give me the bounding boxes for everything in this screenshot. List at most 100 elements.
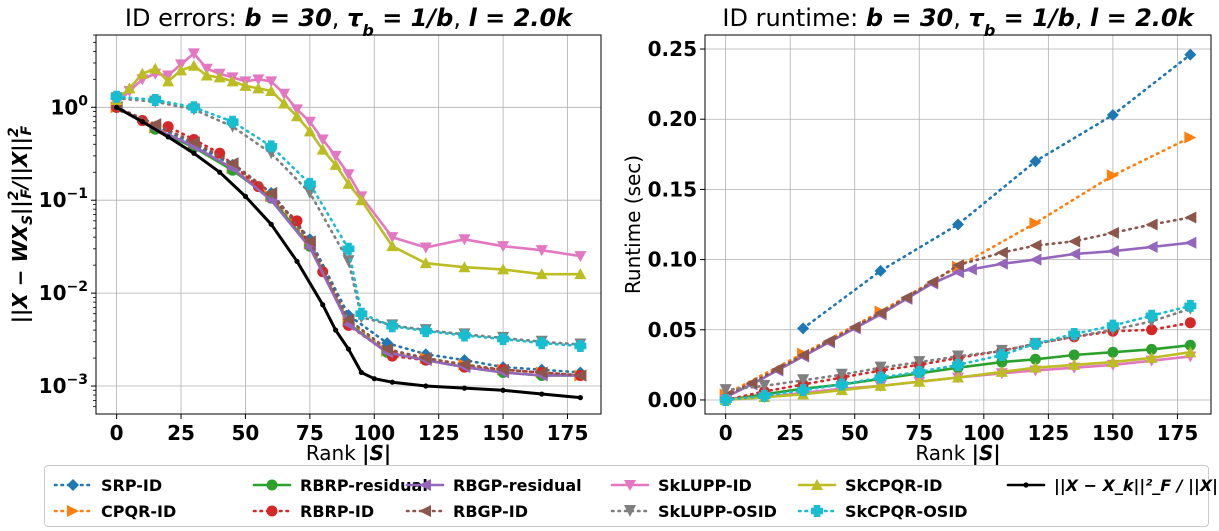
data-point xyxy=(329,150,342,162)
legend-item-rbrp-residual: RBRP-residual xyxy=(252,474,428,496)
legend-label: RBGP-ID xyxy=(453,501,528,521)
data-point xyxy=(316,134,329,146)
data-point xyxy=(952,371,964,383)
data-point xyxy=(822,335,835,348)
legend-item-rbgp-id: RBGP-ID xyxy=(405,500,528,522)
data-point xyxy=(497,263,510,275)
data-point xyxy=(1029,239,1042,252)
legend-marker xyxy=(624,480,636,491)
data-point xyxy=(175,64,188,76)
legend-label: ||X − X_k||²_F / ||X||²_F xyxy=(1054,475,1219,495)
data-point xyxy=(771,363,784,376)
data-point xyxy=(535,268,548,280)
data-point xyxy=(1145,240,1158,253)
y-tick-label: 0.10 xyxy=(648,248,697,272)
data-point xyxy=(1145,309,1158,322)
data-point xyxy=(1029,361,1042,373)
data-point xyxy=(1106,226,1119,239)
legend-item-sklupp-osid: SkLUPP-OSID xyxy=(610,500,777,522)
series-rbgp-id xyxy=(719,211,1197,402)
legend-swatch xyxy=(405,479,445,491)
data-point xyxy=(1029,217,1042,230)
legend-label: RBGP-residual xyxy=(453,475,582,495)
data-point xyxy=(355,307,368,320)
data-point xyxy=(423,383,429,389)
data-point xyxy=(835,368,848,381)
data-point xyxy=(1184,339,1196,351)
runtime-axes-frame xyxy=(704,34,1212,415)
data-point xyxy=(577,395,583,401)
runtime-grid xyxy=(705,35,1211,414)
legend-swatch xyxy=(797,505,837,517)
data-point xyxy=(574,369,587,382)
x-tick-label: 175 xyxy=(547,421,589,445)
data-point xyxy=(1145,351,1158,363)
data-point xyxy=(342,169,355,181)
data-point xyxy=(226,115,239,128)
data-point xyxy=(342,177,355,189)
data-point xyxy=(1184,299,1197,312)
data-point xyxy=(278,88,291,100)
data-point xyxy=(497,241,510,253)
data-point xyxy=(187,48,200,60)
x-tick-label: 25 xyxy=(776,421,804,445)
data-point xyxy=(386,232,399,244)
data-point xyxy=(200,69,213,81)
data-point xyxy=(162,121,174,133)
data-point xyxy=(913,365,926,378)
x-tick-label: 75 xyxy=(905,421,933,445)
data-point xyxy=(1106,245,1119,258)
data-point xyxy=(419,257,432,269)
error-chart: 0 25 50 75 100 125 150 175 10−3 10−2 10−1 100 ID err… xyxy=(6,4,602,465)
data-point xyxy=(1106,356,1119,368)
x-tick-label: 125 xyxy=(1027,421,1069,445)
data-point xyxy=(303,177,316,190)
series-skcpqr-osid xyxy=(719,299,1197,406)
error-x-axis-label: Rank |S| xyxy=(306,441,391,465)
runtime-chart: 0 25 50 75 100 125 150 175 0.00 0.05 0.10 0.15 0.20 0… xyxy=(621,4,1212,465)
data-point xyxy=(1184,48,1197,61)
data-point xyxy=(874,306,887,319)
x-tick-label: 50 xyxy=(232,421,260,445)
legend-item-skcpqr-id: SkCPQR-ID xyxy=(797,474,942,496)
legend-swatch xyxy=(405,505,445,517)
legend-marker xyxy=(1023,482,1029,488)
legend: SRP-ID CPQR-ID RBRP-residual RBRP-ID RBGP-re… xyxy=(44,465,1219,527)
data-point xyxy=(291,215,303,227)
data-point xyxy=(213,71,226,83)
data-point xyxy=(745,377,758,390)
data-point xyxy=(1029,353,1041,365)
data-point xyxy=(265,84,278,96)
data-point xyxy=(342,313,355,326)
data-point xyxy=(874,264,887,277)
series-skcpqr-id xyxy=(110,59,587,280)
data-point xyxy=(995,257,1008,270)
legend-item-srp-id: SRP-ID xyxy=(53,474,162,496)
legend-marker xyxy=(624,505,636,517)
series-truncated xyxy=(114,104,583,401)
legend-marker xyxy=(419,505,431,517)
data-point xyxy=(226,75,239,87)
data-point xyxy=(239,79,252,91)
data-point xyxy=(329,158,342,170)
data-point xyxy=(149,93,162,106)
series-sklupp-id xyxy=(110,48,587,263)
data-point xyxy=(574,339,587,352)
series-line xyxy=(724,216,1192,398)
legend-swatch xyxy=(252,505,292,517)
data-point xyxy=(964,263,977,276)
legend-swatch xyxy=(252,479,292,491)
data-point xyxy=(995,365,1008,377)
data-point xyxy=(316,143,329,155)
data-point xyxy=(995,349,1008,362)
data-point xyxy=(1068,247,1081,260)
data-point xyxy=(265,186,278,199)
data-point xyxy=(952,259,964,272)
data-point xyxy=(848,320,861,333)
x-tick-label: 100 xyxy=(353,421,395,445)
data-point xyxy=(303,116,316,128)
data-point xyxy=(913,356,926,369)
data-point xyxy=(303,125,316,137)
data-point xyxy=(1184,236,1197,249)
data-point xyxy=(574,251,587,263)
